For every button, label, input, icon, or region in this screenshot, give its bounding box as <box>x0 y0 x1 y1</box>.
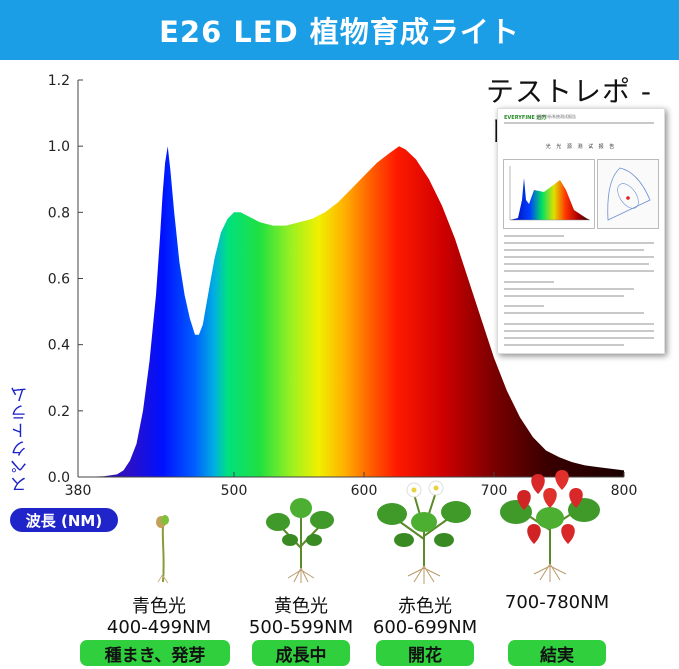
young-plant-icon <box>266 498 334 583</box>
stage-range: 600-699NM <box>372 617 478 638</box>
x-tick-label: 700 <box>481 483 508 499</box>
doc-text-line <box>504 330 654 332</box>
doc-text-line <box>504 249 644 251</box>
stage-range: 400-499NM <box>106 617 212 638</box>
x-tick-label: 380 <box>65 483 92 499</box>
doc-text-line <box>504 295 624 297</box>
doc-text-line <box>504 288 634 290</box>
y-tick-label: 0.2 <box>48 404 70 420</box>
x-tick-label: 500 <box>221 483 248 499</box>
fruiting-plant-icon <box>500 470 600 582</box>
y-tick-label: 1.2 <box>48 73 70 89</box>
doc-cie-thumbnail <box>597 159 659 229</box>
doc-text-line <box>504 281 554 283</box>
doc-title: 光 光 源 测 试 报 告 <box>545 144 617 150</box>
doc-header: 光谱分析系统测试报告 <box>536 114 576 119</box>
stage-label: 赤色光 <box>398 596 452 617</box>
doc-text-line <box>504 270 654 272</box>
stage-label: 青色光 <box>132 596 186 617</box>
y-tick-label: 0.6 <box>48 272 70 288</box>
stage-badge: 成長中 <box>252 640 350 666</box>
doc-text-line <box>504 256 654 258</box>
y-tick-label: 0.8 <box>48 205 70 221</box>
banner-title: E26 LED 植物育成ライト <box>159 15 520 49</box>
doc-text-line <box>504 305 544 307</box>
stage-label: 黄色光 <box>274 596 328 617</box>
sprout-icon <box>156 515 169 584</box>
spectrum-area <box>78 146 624 477</box>
x-tick-label: 600 <box>351 483 378 499</box>
doc-text-line <box>504 242 654 244</box>
doc-rule <box>504 122 654 124</box>
doc-text-line <box>504 263 649 265</box>
stage-badge: 開花 <box>376 640 474 666</box>
test-report-document: EVERYFINE 远方 光谱分析系统测试报告 光 光 源 测 试 报 告 <box>497 108 665 354</box>
y-tick-label: 0.4 <box>48 338 70 354</box>
doc-text-line <box>504 312 644 314</box>
x-tick-label: 800 <box>611 483 638 499</box>
stage-range: 700-780NM <box>504 592 610 613</box>
stage-badge: 結実 <box>508 640 606 666</box>
y-tick-label: 1.0 <box>48 139 70 155</box>
wavelength-label: 波長 (NM) <box>10 508 118 532</box>
doc-text-line <box>504 344 624 346</box>
doc-spectrum-thumbnail <box>503 159 595 229</box>
spectrum-chart: 0.0 0.2 0.4 0.6 0.8 1.0 1.2 380 500 600 700 800 <box>48 73 638 499</box>
doc-brand: EVERYFINE 远方 <box>504 115 547 121</box>
y-tick-label: 0.0 <box>48 470 70 486</box>
stage-badge: 種まき、発芽 <box>80 640 230 666</box>
header-banner: E26 LED 植物育成ライト <box>0 0 679 60</box>
doc-text-line <box>504 337 654 339</box>
doc-text-line <box>504 235 564 237</box>
doc-text-line <box>504 323 654 325</box>
y-axis-label: スペクトラム <box>11 385 31 493</box>
stage-range: 500-599NM <box>248 617 354 638</box>
flowering-plant-icon <box>377 480 471 584</box>
